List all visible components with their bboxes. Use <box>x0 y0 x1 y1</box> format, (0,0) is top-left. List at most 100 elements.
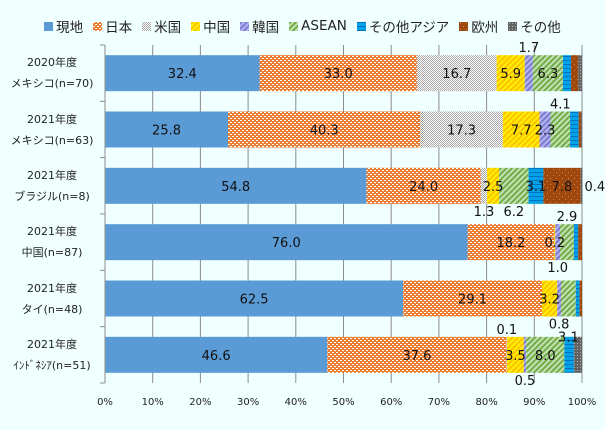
category-label-country: メキシコ(n=63) <box>10 133 94 147</box>
legend-label: 中国 <box>203 20 231 36</box>
data-label: 24.0 <box>409 180 438 195</box>
legend-item: 米国 <box>142 16 181 36</box>
bar-segment <box>105 167 367 204</box>
bar-segment <box>480 167 488 204</box>
bar-segment <box>496 55 525 92</box>
legend-label: その他アジア <box>368 20 450 36</box>
category-label-country: 中国(n=87) <box>21 246 83 260</box>
data-label: 62.5 <box>240 293 269 308</box>
bar-segment <box>550 111 571 148</box>
data-label: 40.3 <box>310 124 339 139</box>
bar-segment <box>578 111 582 148</box>
bar-segment <box>327 336 507 373</box>
bar-segment <box>506 336 508 373</box>
bar-segment <box>554 224 556 261</box>
category-label-country: メキシコ(n=70) <box>10 77 94 91</box>
bar-segment <box>573 336 582 373</box>
x-tick-label: 100% <box>568 397 597 408</box>
bar-segment <box>105 55 260 92</box>
bar-segment <box>467 224 555 261</box>
category-label-country: タイ(n=48) <box>21 302 83 316</box>
bar-segment <box>571 55 579 92</box>
bar-segment <box>555 224 561 261</box>
data-label: 3.1 <box>558 331 579 346</box>
bar-segment <box>580 167 583 204</box>
category-label-year: 2021年度 <box>27 337 77 351</box>
legend-swatch-icon <box>44 21 54 31</box>
category-label-year: 2021年度 <box>27 281 77 295</box>
legend-item: ASEAN <box>289 18 347 34</box>
legend-label: 欧州 <box>471 20 499 36</box>
bar-segment <box>557 280 562 317</box>
data-label: 54.8 <box>221 180 250 195</box>
category-label-year: 2021年度 <box>27 168 77 182</box>
data-label: 32.4 <box>168 67 197 82</box>
legend-label: ASEAN <box>301 18 347 34</box>
data-label: 1.0 <box>547 261 568 276</box>
bar-segment <box>575 280 580 317</box>
bar-segment <box>105 280 404 317</box>
data-label: 37.6 <box>402 349 431 364</box>
bar-segment <box>560 224 574 261</box>
category-label-country: ブラジル(n=8) <box>14 189 90 203</box>
legend-swatch-icon <box>93 21 103 31</box>
legend-swatch-icon <box>142 21 152 31</box>
data-label: 6.2 <box>503 205 524 220</box>
legend-swatch-icon <box>356 21 366 31</box>
x-tick-label: 90% <box>523 397 545 408</box>
data-label: 0.4 <box>584 180 605 195</box>
legend-swatch-icon <box>459 21 469 31</box>
legend-label: 現地 <box>56 20 84 36</box>
category-label: 2021年度 中国(n=87) <box>4 221 100 263</box>
bar-segment <box>539 111 551 148</box>
data-label: 0.5 <box>515 374 536 389</box>
bar-segment <box>403 280 542 317</box>
data-label: 16.7 <box>442 67 471 82</box>
data-label: 7.7 <box>511 124 532 139</box>
data-label: 17.3 <box>447 124 476 139</box>
x-tick-label: 0% <box>97 397 113 408</box>
category-label: 2021年度メキシコ(n=63) <box>4 109 100 151</box>
bar-segment <box>541 280 558 317</box>
legend-swatch-icon <box>289 21 299 31</box>
bar-segment <box>499 167 529 204</box>
data-label: 1.3 <box>474 205 495 220</box>
data-label: 2.5 <box>483 180 504 195</box>
x-tick-label: 20% <box>189 397 211 408</box>
category-label-year: 2021年度 <box>27 112 77 126</box>
category-label: 2021年度 ｲﾝﾄﾞﾈｼｱ(n=51) <box>4 334 100 376</box>
legend-item: その他アジア <box>356 16 450 36</box>
x-tick-label: 30% <box>237 397 259 408</box>
category-label-country: ｲﾝﾄﾞﾈｼｱ(n=51) <box>13 358 91 372</box>
bar-segment <box>573 224 579 261</box>
data-label: 0.8 <box>549 318 570 333</box>
data-label: 7.8 <box>552 180 573 195</box>
bar-segment <box>523 336 527 373</box>
legend-swatch-icon <box>191 21 201 31</box>
bar-segment <box>416 55 497 92</box>
bar-segment <box>578 55 582 92</box>
category-label-year: 2020年度 <box>27 56 77 70</box>
bar-segment <box>228 111 421 148</box>
category-label: 2021年度 ブラジル(n=8) <box>4 165 100 207</box>
bar-segment <box>528 167 544 204</box>
data-label: 0.1 <box>497 323 518 338</box>
bar-segment <box>105 336 328 373</box>
bar-segment <box>420 111 503 148</box>
bar-segment <box>487 167 500 204</box>
bar-segment <box>543 167 581 204</box>
data-label: 2.9 <box>557 210 578 225</box>
data-label: 8.0 <box>535 349 556 364</box>
x-tick-label: 60% <box>380 397 402 408</box>
bar-segment <box>581 111 582 148</box>
bar-segment <box>526 336 565 373</box>
bar-segment <box>578 224 582 261</box>
bar-segment <box>570 111 579 148</box>
data-labels: 32.4 33.0 16.7 5.9 1.7 6.3 25.8 40.3 17.3 7.7 2.3 4… <box>152 41 605 389</box>
legend-item: 欧州 <box>459 16 498 36</box>
bar-segment <box>507 336 524 373</box>
legend-swatch-icon <box>240 21 250 31</box>
category-label-year: 2021年度 <box>27 225 77 239</box>
x-tick-label: 80% <box>475 397 497 408</box>
bar-segment <box>532 55 563 92</box>
